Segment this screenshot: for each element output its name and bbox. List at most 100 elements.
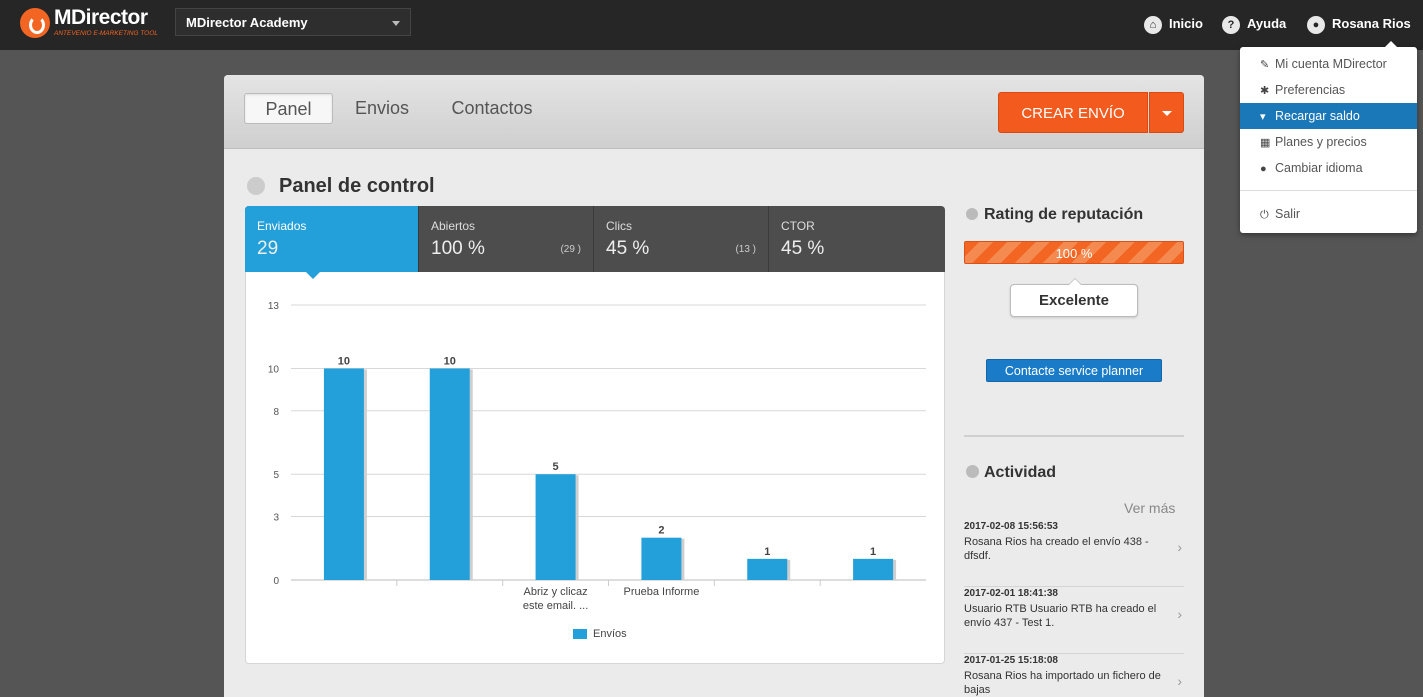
tab-panel[interactable]: Panel — [244, 93, 333, 124]
bar-chart-container: 0 3 5 8 10 13 10 10 5 Abriz y clicaz este email. .… — [245, 272, 945, 664]
data-label: 1 — [870, 546, 876, 558]
mdirector-logo[interactable]: MDirector ANTEVENIO E-MARKETING TOOL — [20, 6, 160, 42]
menu-item-label: Cambiar idioma — [1275, 161, 1363, 175]
active-tab-pointer — [306, 272, 320, 279]
menu-item-label: Recargar saldo — [1275, 109, 1360, 123]
cart-icon: ▾ — [1260, 111, 1266, 123]
help-icon[interactable]: ? — [1222, 16, 1240, 34]
menu-divider — [1240, 190, 1417, 191]
bar — [429, 368, 470, 580]
page-title: Panel de control — [279, 175, 435, 197]
gear-icon: ✱ — [1260, 85, 1270, 97]
tab-contactos[interactable]: Contactos — [451, 98, 533, 118]
activity-title: Actividad — [984, 464, 1057, 481]
stat-value: 29 — [257, 238, 279, 259]
menu-item-salir[interactable]: ⏻ Salir — [1240, 201, 1417, 227]
menu-item-mi-cuenta[interactable]: ✎ Mi cuenta MDirector — [1240, 51, 1417, 77]
bar — [535, 474, 576, 580]
chevron-right-icon: › — [1177, 606, 1182, 622]
menu-item-cambiar-idioma[interactable]: ● Cambiar idioma — [1240, 155, 1417, 181]
divider — [964, 435, 1184, 437]
account-select-value: MDirector Academy — [186, 15, 308, 30]
stat-value: 45 % — [781, 238, 825, 259]
bar — [853, 558, 894, 580]
logo-subtitle: ANTEVENIO E-MARKETING TOOL — [54, 30, 158, 37]
activity-text: Rosana Rios ha creado el envío 438 - dfs… — [964, 536, 1149, 562]
chevron-right-icon: › — [1177, 539, 1182, 555]
activity-text: Rosana Rios ha importado un fichero de b… — [964, 670, 1161, 696]
stat-label: Clics — [606, 219, 632, 233]
stat-value: 45 % — [606, 238, 650, 259]
legend-swatch[interactable] — [573, 629, 587, 639]
menu-item-label: Preferencias — [1275, 83, 1346, 97]
y-tick-label: 8 — [273, 407, 279, 418]
logo-text: MDirector — [54, 6, 148, 29]
ver-mas-link[interactable]: Ver más — [1124, 500, 1176, 516]
data-label: 5 — [553, 461, 559, 473]
y-tick-label: 0 — [273, 576, 279, 587]
menu-item-recargar-saldo[interactable]: ▾ Recargar saldo — [1240, 103, 1417, 129]
bar — [641, 537, 682, 580]
data-label: 2 — [658, 525, 664, 537]
stat-count: (29 ) — [560, 244, 581, 255]
crear-envio-dropdown-toggle[interactable] — [1149, 92, 1184, 133]
crear-envio-button[interactable]: CREAR ENVÍO — [998, 92, 1148, 133]
y-tick-label: 13 — [268, 301, 280, 312]
panel-header: Panel Envios Contactos CREAR ENVÍO — [224, 75, 1204, 149]
user-dropdown-menu: ✎ Mi cuenta MDirector ✱ Preferencias ▾ Reca… — [1240, 41, 1417, 233]
stat-value: 100 % — [431, 238, 485, 259]
menu-item-label: Planes y precios — [1275, 135, 1367, 149]
stat-label: CTOR — [781, 219, 815, 233]
nav-inicio-link[interactable]: Inicio — [1169, 16, 1203, 31]
main-panel: Panel Envios Contactos CREAR ENVÍO Panel… — [224, 75, 1204, 697]
y-tick-label: 10 — [268, 364, 280, 375]
wrench-icon: ✎ — [1260, 59, 1270, 71]
stats-tabs: Enviados 29 Abiertos 100 % (29 ) Clics 4… — [245, 206, 945, 272]
bar — [323, 368, 364, 580]
tab-envios[interactable]: Envios — [354, 98, 410, 118]
x-tick-label: Abriz y clicaz este email. ... — [523, 586, 588, 612]
data-label: 10 — [338, 355, 350, 367]
stat-tab-abiertos[interactable]: Abiertos 100 % (29 ) — [419, 206, 594, 272]
chevron-right-icon: › — [1177, 673, 1182, 689]
stat-tab-enviados[interactable]: Enviados 29 — [245, 206, 419, 272]
power-icon: ⏻ — [1260, 209, 1269, 221]
legend-label[interactable]: Envíos — [593, 628, 627, 640]
grid-icon: ▦ — [1260, 137, 1271, 149]
menu-item-label: Mi cuenta MDirector — [1275, 57, 1387, 71]
stat-tab-ctor[interactable]: CTOR 45 % — [769, 206, 945, 272]
activity-item[interactable]: 2017-02-08 15:56:53 Rosana Rios ha cread… — [964, 521, 1184, 587]
bar — [747, 558, 788, 580]
contact-service-planner-button[interactable]: Contacte service planner — [986, 359, 1162, 382]
info-icon — [966, 465, 979, 478]
stat-tab-clics[interactable]: Clics 45 % (13 ) — [594, 206, 769, 272]
bar-chart: 0 3 5 8 10 13 10 10 5 Abriz y clicaz este email. .… — [268, 301, 926, 612]
menu-item-planes-precios[interactable]: ▦ Planes y precios — [1240, 129, 1417, 155]
user-icon[interactable]: ● — [1307, 16, 1325, 34]
pie-chart-icon — [247, 177, 265, 195]
x-tick-label: Prueba Informe — [624, 586, 700, 598]
tag-icon — [966, 208, 978, 220]
home-icon[interactable]: ⌂ — [1144, 16, 1162, 34]
reputation-progress-bar: 100 % — [964, 241, 1184, 264]
activity-date: 2017-01-25 15:18:08 — [964, 655, 1058, 666]
account-select[interactable]: MDirector Academy — [175, 8, 411, 36]
chevron-down-icon — [392, 21, 400, 26]
logo-icon — [20, 8, 50, 38]
menu-item-label: Salir — [1275, 207, 1301, 221]
activity-date: 2017-02-08 15:56:53 — [964, 521, 1058, 532]
reputation-badge: Excelente — [1010, 278, 1138, 317]
data-label: 10 — [444, 355, 456, 367]
reputation-title: Rating de reputación — [984, 206, 1144, 223]
menu-item-preferencias[interactable]: ✱ Preferencias — [1240, 77, 1417, 103]
top-navbar: MDirector ANTEVENIO E-MARKETING TOOL MDi… — [0, 0, 1423, 50]
activity-item[interactable]: 2017-02-01 18:41:38 Usuario RTB Usuario … — [964, 588, 1184, 654]
user-menu-link[interactable]: Rosana Rios — [1332, 16, 1411, 31]
stat-label: Enviados — [257, 219, 307, 233]
stat-label: Abiertos — [431, 219, 476, 233]
nav-ayuda-link[interactable]: Ayuda — [1247, 16, 1287, 31]
y-tick-label: 5 — [273, 470, 279, 481]
activity-item[interactable]: 2017-01-25 15:18:08 Rosana Rios ha impor… — [964, 655, 1184, 697]
activity-date: 2017-02-01 18:41:38 — [964, 588, 1058, 599]
activity-text: Usuario RTB Usuario RTB ha creado el env… — [964, 603, 1157, 629]
